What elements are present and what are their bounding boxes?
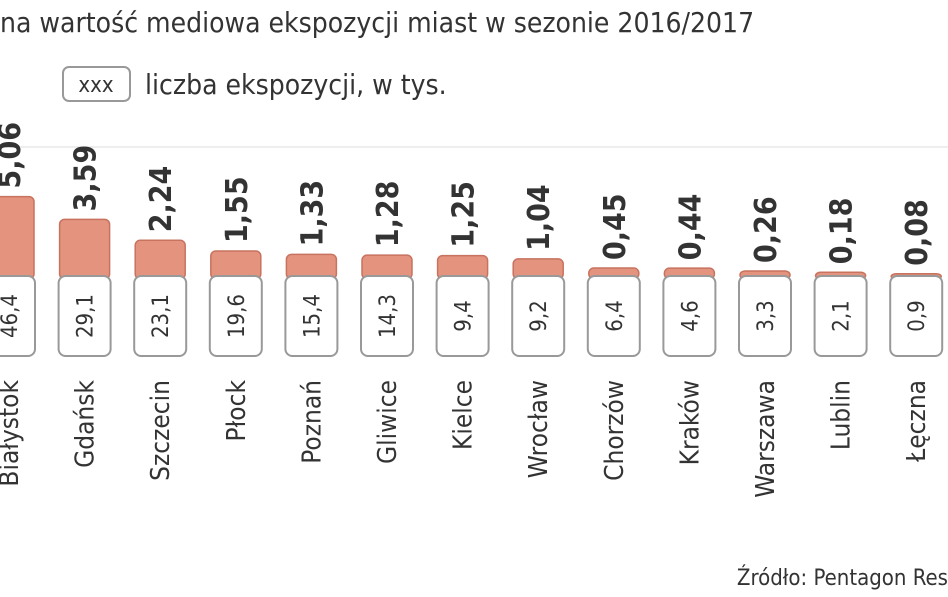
legend-box: [62, 66, 131, 102]
count-box: [0, 275, 36, 357]
count-box: [360, 275, 414, 357]
value-label: 1,25: [447, 181, 482, 248]
count-box: [586, 275, 641, 357]
value-label: 0,44: [673, 194, 708, 261]
count-box: [57, 275, 112, 357]
count-label: 19,6: [225, 294, 250, 338]
x-tick-label: Wrocław: [524, 380, 554, 478]
bar: [210, 250, 262, 280]
value-label: 1,28: [371, 181, 406, 248]
count-label: 9,2: [527, 300, 552, 331]
x-tick-label: Lublin: [827, 380, 857, 450]
count-box: [133, 275, 188, 357]
count-label: 6,4: [603, 300, 628, 331]
count-box: [284, 275, 339, 357]
x-tick-label: Płock: [222, 380, 252, 442]
source: Źródło: Pentagon Res: [737, 565, 948, 591]
count-box: [662, 275, 717, 357]
count-label: 9,4: [452, 300, 477, 331]
count-box: [889, 275, 944, 357]
bar: [0, 195, 35, 280]
x-tick-label: Kraków: [675, 380, 705, 465]
x-tick-label: Poznań: [297, 380, 327, 464]
count-label: 23,1: [149, 294, 174, 338]
value-label: 0,45: [598, 193, 633, 260]
count-label: 3,3: [754, 300, 779, 331]
x-tick-label: Szczecin: [146, 380, 176, 481]
count-label: 14,3: [376, 294, 401, 338]
count-label: 0,9: [905, 300, 930, 331]
x-tick-label: Łęczna: [902, 380, 932, 463]
value-label: 0,26: [749, 196, 784, 263]
count-label: 15,4: [300, 294, 325, 338]
count-box: [208, 275, 263, 357]
x-tick-label: Warszawa: [751, 380, 781, 498]
value-label: 0,08: [900, 199, 935, 266]
bar: [58, 218, 111, 280]
count-box: [511, 275, 566, 357]
value-label: 1,04: [522, 184, 557, 251]
value-label: 0,18: [825, 198, 860, 265]
count-label: 46,4: [0, 294, 23, 338]
value-label: 1,33: [295, 180, 330, 247]
x-tick-label: Chorzów: [600, 380, 630, 481]
count-label: 2,1: [830, 300, 855, 331]
bar: [134, 239, 186, 280]
count-box: [738, 275, 792, 357]
value-label: 3,59: [69, 145, 104, 212]
count-label: 29,1: [74, 294, 99, 338]
x-tick-label: Gdańsk: [71, 380, 101, 468]
value-label: 2,24: [144, 166, 179, 233]
x-tick-label: Kielce: [449, 380, 479, 450]
count-box: [813, 275, 868, 357]
value-label: 1,55: [220, 176, 255, 243]
count-box: [435, 275, 490, 357]
x-tick-label: Gliwice: [373, 380, 403, 464]
count-label: 4,6: [678, 300, 703, 331]
x-tick-label: Białystok: [0, 380, 25, 487]
chart-title: na wartość mediowa ekspozycji miast w se…: [0, 6, 754, 39]
legend-label: liczba ekspozycji, w tys.: [145, 68, 447, 101]
value-label: 5,06: [0, 122, 28, 189]
legend-sample: xxx: [78, 73, 113, 98]
